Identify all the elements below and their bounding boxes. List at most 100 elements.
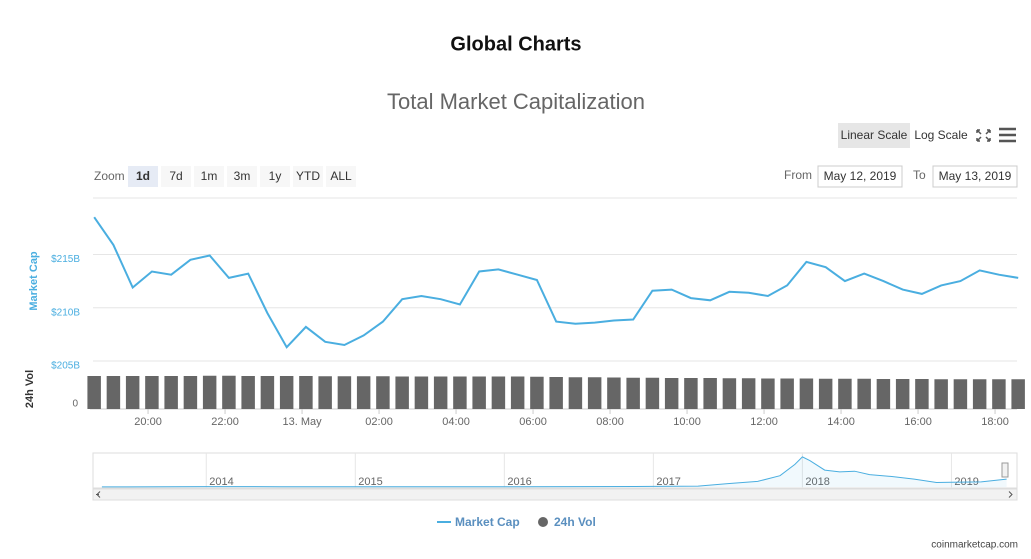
navigator-frame (92, 452, 1018, 489)
volume-bar (318, 376, 332, 409)
x-tick-label: 14:00 (827, 416, 855, 428)
volume-bar (587, 377, 602, 409)
zoom-button[interactable]: 1d (136, 169, 150, 183)
volume-bar (645, 377, 660, 409)
zoom-label: Zoom (94, 169, 125, 183)
volume-bar (279, 376, 294, 409)
navigator-tick-label: 2017 (656, 476, 680, 488)
linear-scale-button[interactable]: Linear Scale (841, 128, 908, 142)
zoom-button[interactable]: ALL (330, 169, 352, 183)
volume-bar (510, 376, 525, 409)
navigator-line (101, 456, 1007, 488)
market-cap-line (93, 216, 1019, 349)
y2-tick-label: 0 (72, 399, 78, 410)
linear-button-bg[interactable] (838, 123, 910, 148)
legend-marker (538, 517, 548, 527)
from-input[interactable] (817, 165, 903, 188)
zoom-button-bg[interactable] (293, 166, 323, 187)
volume-bar (684, 378, 698, 409)
zoom-button[interactable]: 3m (234, 169, 251, 183)
from-value[interactable]: May 12, 2019 (824, 169, 897, 183)
to-label: To (913, 168, 926, 182)
zoom-button-bg[interactable] (194, 166, 224, 187)
volume-bar (183, 376, 198, 409)
volume-bar (106, 376, 121, 409)
zoom-button-bg[interactable] (326, 166, 356, 187)
navigator-handle[interactable] (1001, 462, 1009, 478)
volume-bar (145, 376, 159, 409)
y2-axis-title: 24h Vol (24, 370, 36, 408)
navigator-tick-label: 2014 (209, 476, 233, 488)
x-tick-label: 04:00 (442, 416, 470, 428)
volume-bar (780, 378, 794, 409)
x-tick-label: 18:00 (981, 416, 1009, 428)
y-axis-title: Market Cap (28, 251, 40, 311)
zoom-button-bg[interactable] (128, 166, 158, 187)
volume-bar (934, 379, 948, 409)
volume-bar (722, 378, 737, 409)
volume-bar (549, 377, 563, 409)
x-tick-label: 16:00 (904, 416, 932, 428)
legend-label[interactable]: 24h Vol (554, 515, 596, 529)
zoom-button-bg[interactable] (227, 166, 257, 187)
legend-label[interactable]: Market Cap (455, 515, 520, 529)
y-tick-label: $215B (51, 254, 80, 265)
zoom-button[interactable]: 1m (201, 169, 218, 183)
zoom-button[interactable]: YTD (296, 169, 320, 183)
volume-bar (376, 376, 390, 409)
volume-bar (453, 376, 467, 409)
volume-bar (818, 378, 833, 409)
volume-bar (299, 376, 313, 409)
volume-bar (337, 376, 352, 409)
y-tick-label: $210B (51, 307, 80, 318)
volume-bar (87, 376, 101, 409)
page-title: Global Charts (450, 33, 581, 55)
volume-bar (876, 379, 891, 409)
volume-bar (838, 378, 852, 409)
scrollbar[interactable] (92, 488, 1018, 501)
zoom-button[interactable]: 7d (169, 169, 182, 183)
volume-bar (703, 378, 717, 409)
zoom-button-bg[interactable] (161, 166, 191, 187)
navigator-tick-label: 2018 (805, 476, 829, 488)
volume-bar (530, 376, 544, 409)
volume-bar (241, 376, 255, 409)
to-input[interactable] (932, 165, 1018, 188)
x-tick-label: 02:00 (365, 416, 393, 428)
volume-bar (915, 379, 929, 409)
volume-bar (1011, 379, 1025, 409)
volume-bar (953, 379, 968, 409)
volume-bar (664, 378, 679, 409)
volume-bar (433, 376, 448, 409)
fullscreen-icon[interactable] (976, 129, 991, 142)
volume-bar (568, 377, 583, 409)
zoom-button[interactable]: 1y (269, 169, 282, 183)
volume-bar (472, 376, 486, 409)
volume-bar (895, 379, 910, 409)
zoom-button-bg[interactable] (260, 166, 290, 187)
scroll-right[interactable] (1008, 491, 1013, 498)
x-tick-label: 12:00 (750, 416, 778, 428)
x-tick-label: 10:00 (673, 416, 701, 428)
volume-bar (607, 377, 621, 409)
menu-icon[interactable] (999, 127, 1016, 143)
x-tick-label: 08:00 (596, 416, 624, 428)
y-tick-label: $205B (51, 361, 80, 372)
scroll-left[interactable] (96, 491, 101, 498)
from-label: From (784, 168, 812, 182)
volume-bar (992, 379, 1006, 409)
to-value[interactable]: May 13, 2019 (939, 169, 1012, 183)
log-scale-button[interactable]: Log Scale (914, 128, 968, 142)
x-tick-label: 22:00 (211, 416, 239, 428)
x-tick-label: 20:00 (134, 416, 162, 428)
volume-bar (222, 375, 236, 409)
volume-bar (395, 376, 409, 409)
volume-bar (260, 376, 275, 409)
volume-bar (491, 376, 506, 409)
credit: coinmarketcap.com (931, 540, 1018, 551)
navigator-tick-label: 2016 (507, 476, 531, 488)
x-tick-label: 13. May (282, 416, 322, 428)
volume-bar (414, 376, 429, 409)
volume-bar (164, 376, 178, 409)
navigator-area (101, 456, 1007, 487)
